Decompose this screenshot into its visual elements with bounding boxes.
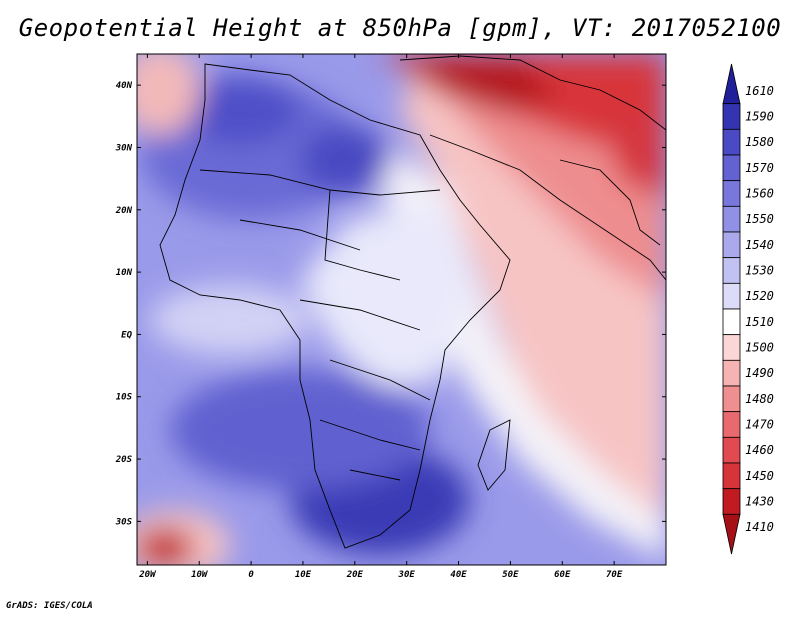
x-axis: 20W 10W 0 10E 20E 30E 40E 50E 60E 70E bbox=[138, 54, 623, 580]
colorbar-label: 1550 bbox=[745, 212, 774, 226]
colorbar-label: 1560 bbox=[745, 187, 774, 201]
colorbar-swatch bbox=[722, 103, 741, 130]
field-warm-india bbox=[600, 110, 666, 200]
colorbar: 1610 1590 1580 1570 1560 1550 1540 1530 1520 1510… bbox=[722, 63, 774, 555]
field-guinea-pale bbox=[150, 285, 310, 355]
plot-area bbox=[137, 54, 666, 565]
y-tick-label: EQ bbox=[121, 330, 132, 340]
x-tick-label: 40E bbox=[450, 570, 467, 580]
asia-outlines bbox=[399, 55, 666, 281]
field-nw-atlantic bbox=[137, 54, 200, 135]
colorbar-swatch bbox=[722, 231, 741, 259]
colorbar-swatch bbox=[722, 180, 741, 207]
madagascar-outline bbox=[477, 419, 511, 491]
colorbar-label: 1530 bbox=[745, 264, 774, 278]
colorbar-swatch bbox=[722, 462, 741, 490]
colorbar-swatch bbox=[722, 411, 741, 438]
plot-frame bbox=[136, 53, 667, 566]
colorbar-swatch bbox=[722, 359, 741, 387]
credit-text: GrADS: IGES/COLA bbox=[6, 601, 93, 611]
colorbar-swatch bbox=[722, 308, 741, 336]
field-maghreb-core bbox=[180, 75, 300, 145]
colorbar-swatch bbox=[722, 154, 741, 182]
y-tick-label: 10N bbox=[116, 268, 133, 278]
x-tick-label: 30E bbox=[398, 570, 416, 580]
field-central-pale bbox=[300, 200, 470, 390]
colorbar-swatch bbox=[722, 205, 741, 233]
field-blobs bbox=[137, 54, 666, 565]
y-tick-label: 30N bbox=[115, 143, 133, 153]
x-tick-label: 10E bbox=[295, 570, 312, 580]
field-atlantic-core bbox=[137, 528, 195, 565]
x-tick-label: 50E bbox=[502, 570, 519, 580]
y-tick-label: 20S bbox=[115, 455, 133, 465]
country-borders bbox=[199, 169, 441, 481]
x-tick-label: 0 bbox=[248, 570, 254, 580]
colorbar-label: 1410 bbox=[745, 520, 774, 534]
coastlines bbox=[159, 55, 666, 549]
field-south-blue bbox=[170, 370, 430, 490]
colorbar-swatch bbox=[722, 282, 741, 310]
colorbar-label: 1570 bbox=[745, 161, 774, 175]
colorbar-label: 1610 bbox=[745, 84, 774, 98]
y-tick-label: 10S bbox=[116, 393, 133, 403]
y-tick-label: 30S bbox=[115, 517, 133, 527]
y-tick-label: 40N bbox=[116, 81, 133, 91]
colorbar-swatch bbox=[722, 128, 741, 156]
y-axis: 40N 30N 20N 10N EQ 10S 20S 30S bbox=[115, 81, 666, 527]
x-tick-label: 20W bbox=[138, 570, 157, 580]
colorbar-label: 1430 bbox=[745, 495, 774, 509]
colorbar-label: 1590 bbox=[745, 110, 774, 124]
colorbar-label: 1580 bbox=[745, 135, 774, 149]
colorbar-label: 1500 bbox=[745, 341, 774, 355]
y-tick-label: 20N bbox=[115, 206, 133, 216]
colorbar-swatch bbox=[722, 385, 741, 413]
colorbar-label: 1490 bbox=[745, 366, 774, 380]
colorbar-swatch bbox=[722, 436, 741, 464]
africa-outline bbox=[159, 63, 511, 549]
colorbar-swatch bbox=[722, 63, 741, 105]
colorbar-label: 1540 bbox=[745, 238, 774, 252]
x-tick-label: 60E bbox=[554, 570, 571, 580]
x-tick-label: 10W bbox=[191, 570, 209, 580]
x-tick-label: 70E bbox=[606, 570, 623, 580]
colorbar-swatch bbox=[722, 513, 741, 555]
colorbar-swatch bbox=[722, 488, 741, 515]
field-warm-core bbox=[410, 60, 560, 110]
colorbar-label: 1450 bbox=[745, 469, 774, 483]
colorbar-label: 1470 bbox=[745, 418, 774, 432]
colorbar-label: 1510 bbox=[745, 315, 774, 329]
x-tick-label: 20E bbox=[346, 570, 364, 580]
colorbar-label: 1460 bbox=[745, 443, 774, 457]
field-north-core bbox=[300, 125, 390, 195]
colorbar-label: 1480 bbox=[745, 392, 774, 406]
chart-title: Geopotential Height at 850hPa [gpm], VT:… bbox=[18, 14, 782, 42]
colorbar-swatch bbox=[722, 257, 741, 284]
colorbar-label: 1520 bbox=[745, 289, 774, 303]
colorbar-swatch bbox=[722, 334, 741, 361]
